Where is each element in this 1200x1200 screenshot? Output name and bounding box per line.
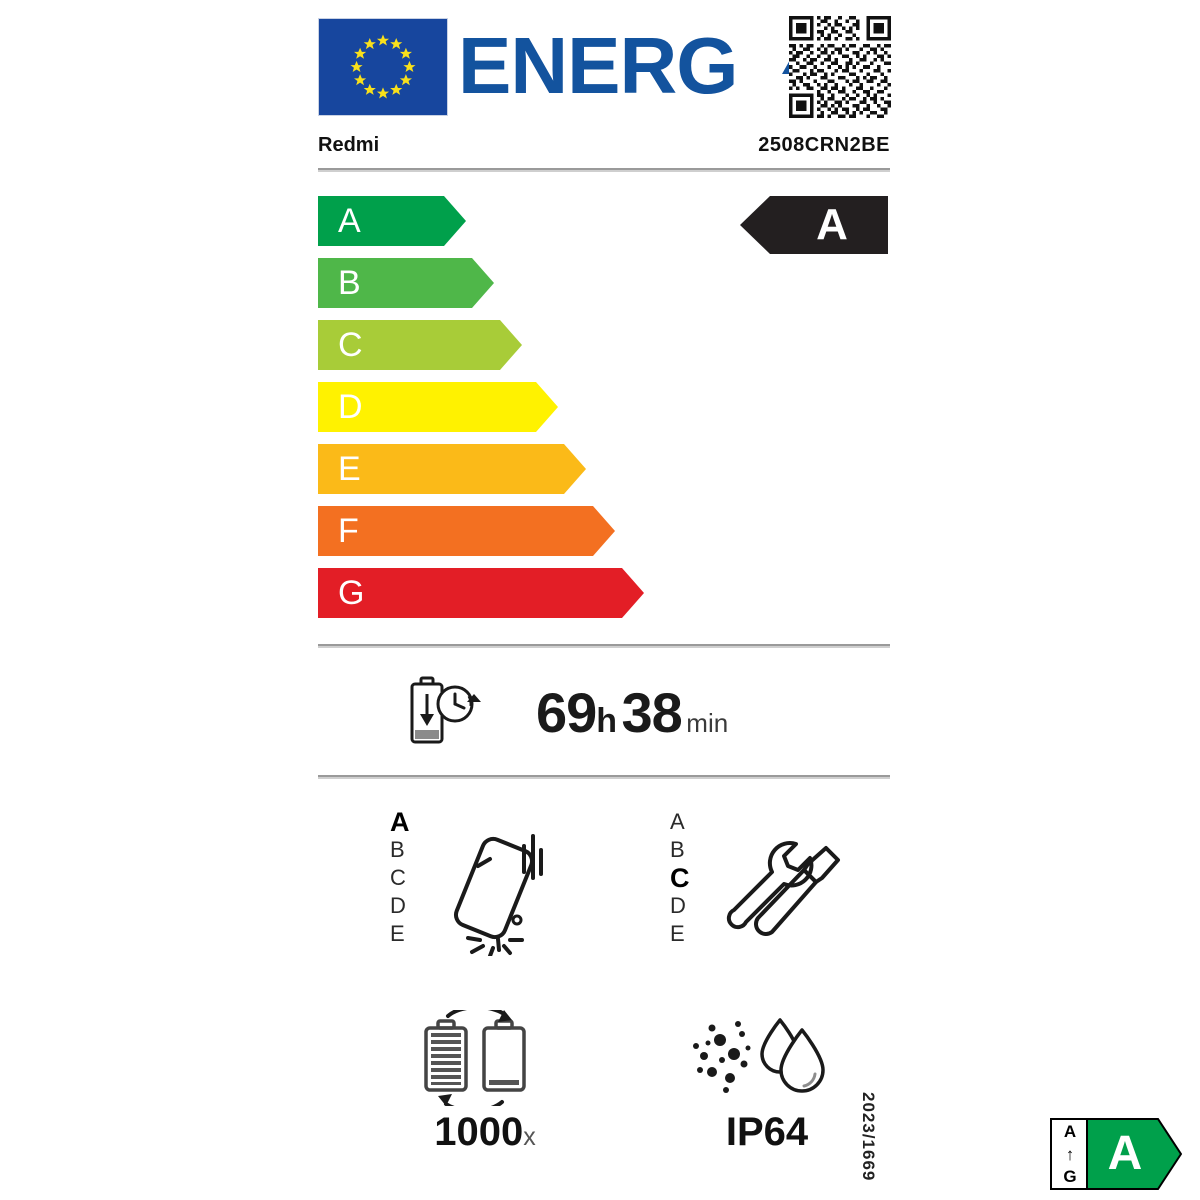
drop-resistance-section: A B C D E [390,808,590,968]
energy-class-letter: G [338,574,365,612]
divider-classes [318,775,890,779]
energy-class-scale: A B C D E F G [318,196,898,626]
energy-class-letter: D [338,388,363,426]
energy-class-letter: C [338,326,363,364]
tools-icon [726,841,840,936]
corner-scale-bottom: G [1063,1167,1077,1186]
energy-class-letter: F [338,512,359,550]
energy-rating-badge: A [740,196,888,254]
energy-class-bar-f: F [318,506,615,556]
regulation-reference: 2023/1669 [859,1092,878,1182]
battery-cycles-section: 1000x [390,1010,610,1180]
repair-scale-d: D [670,893,686,918]
drop-scale-a: A [390,807,410,837]
repairability-section: A B C D E [670,808,870,968]
energy-class-letter: A [338,202,361,240]
qr-code-icon [789,16,891,118]
repair-scale-c: C [670,863,690,893]
battery-cycles-caption: 1000x [390,1110,580,1155]
corner-scale-top: A [1063,1122,1077,1141]
battery-life-section: 69h 38 min [318,668,890,758]
corner-rating-letter: A [1107,1127,1143,1180]
battery-life-value: 69h 38 min [536,668,728,758]
battery-hours-unit: h [596,702,618,740]
drop-scale-c: C [390,865,406,890]
corner-rating-badge: A ↑ G A [1050,1118,1182,1190]
energy-class-letter: E [338,450,361,488]
energy-wordmark: ENERG [458,21,738,110]
battery-time-icon [410,676,481,744]
repairability-scale: A B C D E [670,808,706,948]
drop-resistance-scale: A B C D E [390,808,426,948]
energy-class-bar-d: D [318,382,558,432]
battery-cycle-icon [424,1010,526,1106]
corner-scale-ladder: A ↑ G [1057,1123,1083,1185]
phone-drop-icon [453,834,543,956]
ingress-protection-caption: IP64 [725,1110,809,1154]
energy-class-bar-g: G [318,568,644,618]
divider-brand [318,168,890,172]
repair-scale-e: E [670,921,685,946]
drop-scale-b: B [390,837,405,862]
brand-model-row: Redmi 2508CRN2BE [318,134,890,168]
brand-name: Redmi [318,134,380,156]
repair-scale-a: A [670,809,685,834]
energy-class-letter: B [338,264,361,302]
divider-battery [318,644,890,648]
battery-minutes: 38 [621,681,683,744]
energy-class-bar-c: C [318,320,522,370]
model-identifier: 2508CRN2BE [758,134,890,156]
energy-rating-letter: A [816,200,848,249]
battery-hours: 69 [536,681,597,744]
energy-class-bar-a: A [318,196,466,246]
energy-class-bar-b: B [318,258,494,308]
battery-minutes-unit: min [686,708,729,738]
eu-flag-icon [318,18,448,116]
battery-cycles-value: 1000 [434,1110,524,1154]
repair-scale-b: B [670,837,685,862]
energy-class-bar-e: E [318,444,586,494]
ingress-protection-section: IP64 [672,1010,892,1180]
drop-scale-d: D [390,893,406,918]
arrow-up-icon: ↑ [1065,1144,1075,1164]
label-header: ENERG [318,16,891,120]
dust-water-icon [693,1018,825,1093]
drop-scale-e: E [390,921,405,946]
battery-cycles-suffix: x [523,1123,536,1151]
